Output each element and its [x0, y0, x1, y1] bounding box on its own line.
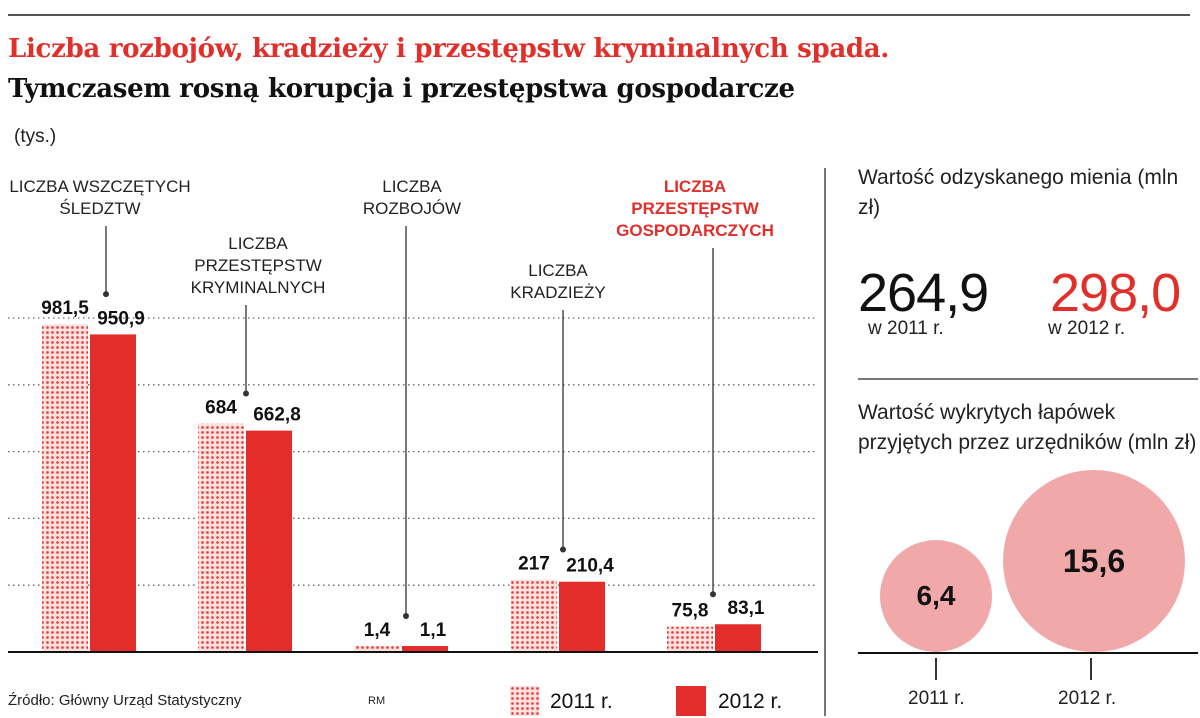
category-label: LICZBA: [382, 177, 442, 196]
bribe-value-2011: 6,4: [916, 580, 956, 611]
author-initials: RM: [368, 695, 386, 707]
bar-2012: [90, 334, 136, 652]
category-label: LICZBA: [228, 234, 288, 253]
leader-dot: [403, 613, 409, 619]
category-label: ROZBOJÓW: [363, 199, 461, 218]
recovered-value-2011: 264,9: [858, 263, 989, 323]
category-label: GOSPODARCZYCH: [616, 221, 774, 240]
category-label: LICZBA: [528, 261, 588, 280]
bubble-tick-2011: [935, 658, 937, 680]
bar-2012: [559, 581, 605, 652]
bar-2012: [402, 646, 448, 652]
value-label-2011: 75,8: [672, 601, 709, 622]
unit-label: (tys.): [14, 126, 57, 147]
recovered-year-2011: w 2011 r.: [868, 318, 944, 339]
value-label-2011: 981,5: [41, 298, 89, 319]
category-label: PRZESTĘPSTW: [631, 199, 759, 218]
category-label: KRADZIEŻY: [510, 283, 605, 302]
legend-swatch-2011: [510, 686, 540, 716]
bubble-tick-2012: [1090, 658, 1092, 680]
value-label-2011: 684: [205, 398, 237, 419]
value-label-2011: 1,4: [364, 620, 391, 641]
bar-2011: [198, 423, 244, 652]
chart-title: Liczba rozbojów, kradzieży i przestępstw…: [8, 34, 890, 64]
top-rule: [8, 14, 1190, 16]
category-label: LICZBA: [664, 177, 726, 196]
bubble-year-2011: 2011 r.: [908, 688, 965, 709]
bar-chart: 981,5 950,9 684 662,8 1,4 1,1 217 210,4 75,8 83,1…: [8, 177, 818, 653]
leader-dot: [560, 546, 566, 553]
horizontal-divider: [858, 378, 1198, 380]
chart-subtitle: Tymczasem rosną korupcja i przestępstwa …: [8, 74, 795, 104]
legend-label-2012: 2012 r.: [718, 690, 783, 713]
source-note: Źródło: Główny Urząd Statystyczny: [8, 692, 242, 709]
bubble-year-2012: 2012 r.: [1058, 688, 1117, 709]
bribes-title: Wartość wykrytych łapówek przyjętych prz…: [858, 401, 1197, 454]
recovered-property-title: Wartość odzyskanego mienia (mln zł): [858, 166, 1179, 219]
value-label-2012: 662,8: [253, 405, 301, 426]
value-label-2012: 950,9: [97, 308, 145, 329]
leader-dot: [710, 591, 716, 598]
vertical-divider: [824, 168, 826, 716]
bar-2011: [42, 324, 88, 652]
category-label: KRYMINALNYCH: [191, 278, 326, 297]
category-label: ŚLEDZTW: [59, 199, 140, 218]
bar-2011: [354, 646, 400, 652]
value-label-2012: 1,1: [420, 620, 447, 641]
bar-2012: [715, 624, 761, 652]
bar-2012: [246, 430, 292, 652]
category-label: PRZESTĘPSTW: [194, 256, 322, 275]
bribe-bubble-2012: 15,6: [1003, 470, 1185, 652]
legend-label-2011: 2011 r.: [550, 690, 613, 713]
bribe-value-2012: 15,6: [1062, 542, 1126, 579]
legend-swatch-2012: [676, 686, 706, 716]
bar-2011: [511, 579, 557, 652]
bar-2011: [667, 626, 713, 652]
bubble-baseline: [858, 652, 1198, 654]
recovered-value-2012: 298,0: [1050, 263, 1181, 323]
value-label-2012: 83,1: [728, 598, 765, 619]
bribe-bubble-2011: 6,4: [880, 540, 992, 652]
category-label: LICZBA WSZCZĘTYCH: [9, 177, 190, 196]
leader-dot: [103, 291, 109, 298]
recovered-year-2012: w 2012 r.: [1048, 318, 1126, 339]
leader-dot: [243, 390, 249, 397]
value-label-2012: 210,4: [566, 556, 614, 577]
value-label-2011: 217: [518, 554, 550, 575]
